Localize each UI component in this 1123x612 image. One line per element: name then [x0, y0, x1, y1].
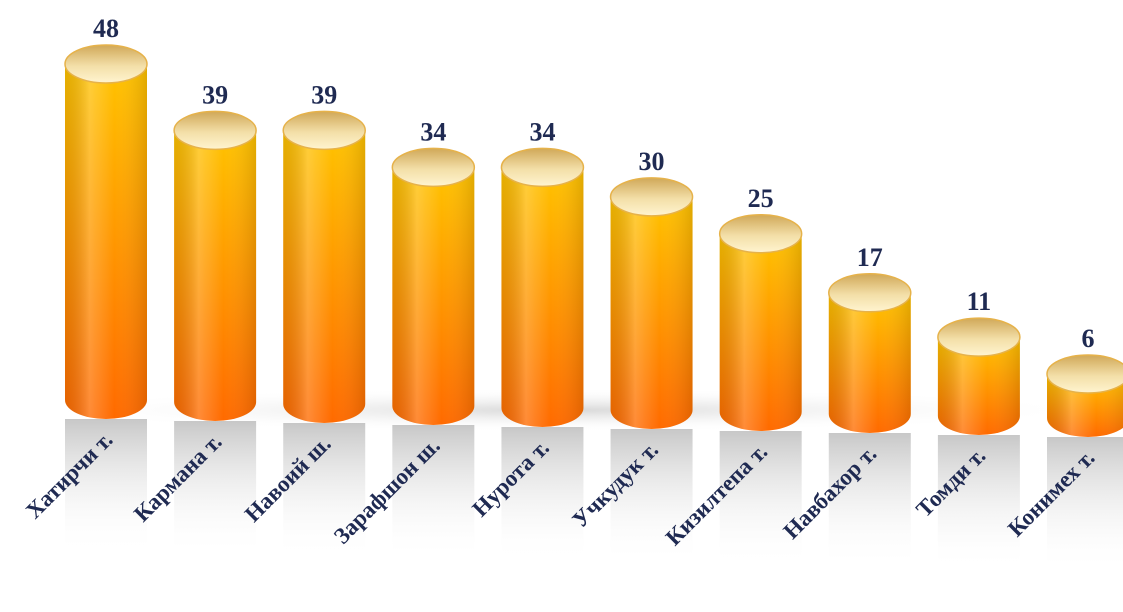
bar-cap: [391, 147, 476, 188]
bar-shade: [610, 196, 693, 429]
data-label: 39: [202, 80, 228, 109]
data-label: 34: [420, 117, 446, 146]
bar-reflection: [283, 423, 366, 558]
bar-shade: [174, 130, 257, 421]
bar-reflection: [610, 429, 693, 564]
bar-reflection: [1047, 437, 1123, 572]
bar-shade: [501, 167, 584, 428]
data-label: 48: [93, 14, 119, 43]
data-label: 11: [967, 287, 992, 316]
bar-reflection: [937, 435, 1020, 570]
bar-shade: [828, 292, 911, 433]
bar-cap: [937, 317, 1021, 357]
bar-cap: [282, 110, 366, 151]
data-label: 17: [857, 243, 883, 272]
bar-cap: [64, 44, 148, 84]
bar-cap: [718, 214, 803, 254]
bar-reflection: [501, 427, 584, 562]
bar-shade: [719, 233, 802, 431]
bar-reflection: [392, 425, 475, 560]
bar-reflection: [719, 431, 802, 566]
data-label: 34: [529, 117, 555, 146]
data-label: 25: [748, 184, 774, 213]
data-label: 30: [639, 147, 665, 176]
bar-cap: [609, 177, 694, 217]
bar-cap: [1046, 354, 1123, 394]
bar-cap: [828, 273, 912, 313]
bar-cap: [173, 110, 257, 151]
data-label: 6: [1082, 324, 1095, 353]
bar-reflection: [174, 421, 257, 556]
bar-shade: [392, 167, 475, 426]
bar-reflection: [828, 433, 911, 568]
bar-reflection: [65, 419, 147, 554]
bar-shade: [65, 64, 147, 419]
bar-shade: [937, 337, 1020, 435]
data-label: 39: [311, 80, 337, 109]
bar-shade: [283, 130, 366, 424]
bar-cap: [500, 147, 585, 188]
